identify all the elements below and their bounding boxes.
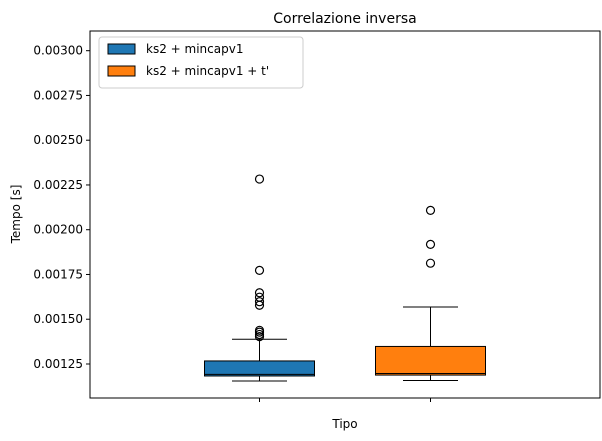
outlier-point: [425, 239, 436, 249]
y-tick-label: 0.00275: [33, 88, 83, 102]
y-axis-title: Tempo [s]: [9, 185, 23, 245]
x-axis: [259, 398, 431, 402]
outlier-point: [254, 329, 265, 340]
outlier-point: [425, 205, 436, 215]
legend-swatch-ks2-mincapv1: [107, 43, 136, 55]
axes-frame: [89, 30, 601, 399]
x-axis-title: Tipo: [331, 417, 357, 431]
y-tick-label: 0.00225: [33, 178, 83, 192]
legend-label-ks2-mincapv1: ks2 + mincapv1: [146, 42, 243, 56]
outlier-point: [254, 174, 265, 184]
y-tick-label: 0.00300: [33, 44, 83, 58]
outlier-point: [254, 265, 265, 275]
legend-label-ks2-mincapv1-t: ks2 + mincapv1 + t': [146, 64, 269, 78]
outlier-point: [425, 258, 436, 268]
y-tick-label: 0.00250: [33, 133, 83, 147]
box-group-2: [375, 205, 486, 381]
outlier-point: [254, 288, 265, 298]
y-axis: 0.00125 0.00150 0.00175 0.00200 0.00225 0.002…: [33, 44, 90, 371]
chart-title: Correlazione inversa: [273, 11, 416, 27]
plot-area: [204, 174, 486, 382]
y-tick-label: 0.00200: [33, 223, 83, 237]
iqr-box: [204, 360, 315, 377]
legend-frame: [98, 36, 304, 89]
iqr-box: [375, 345, 486, 376]
box-group-1: [204, 174, 315, 382]
y-tick-label: 0.00125: [33, 357, 83, 371]
outlier-point: [254, 325, 265, 335]
outlier-point: [254, 297, 265, 307]
legend: ks2 + mincapv1 ks2 + mincapv1 + t': [98, 36, 304, 89]
outlier-point: [254, 292, 265, 302]
legend-swatch-ks2-mincapv1-t: [107, 65, 136, 77]
y-tick-label: 0.00175: [33, 267, 83, 281]
y-tick-label: 0.00150: [33, 312, 83, 326]
